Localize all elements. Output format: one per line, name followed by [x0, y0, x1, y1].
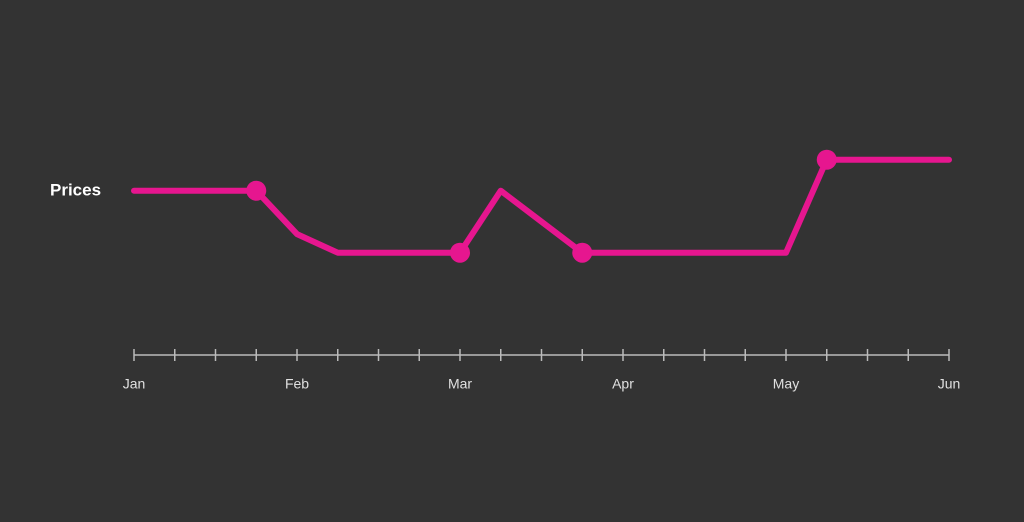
- x-tick-label: Mar: [448, 376, 472, 392]
- marker: [572, 242, 593, 263]
- marker: [246, 180, 267, 201]
- line: [131, 156, 952, 256]
- x-tick-label: Apr: [612, 376, 634, 392]
- x-tick-label: Jun: [938, 376, 961, 392]
- x-tick-label: Feb: [285, 376, 309, 392]
- marker: [450, 242, 470, 263]
- x-tick-label: May: [773, 376, 799, 392]
- series-label: Prices: [50, 180, 101, 199]
- marker: [816, 149, 837, 170]
- x-tick-label: Jan: [123, 376, 146, 392]
